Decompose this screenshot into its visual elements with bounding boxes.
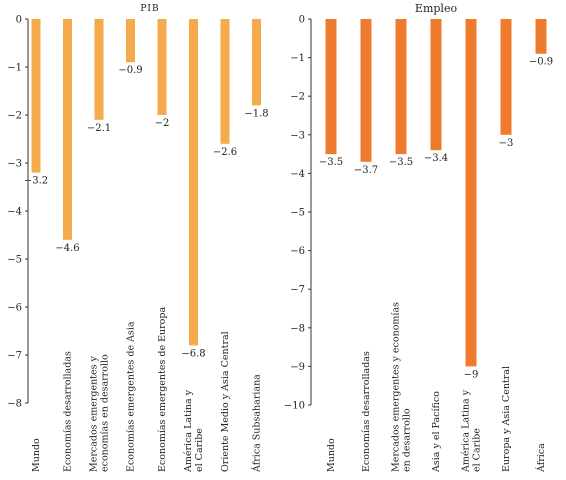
category-label-line: Oriente Medio y Asia Central bbox=[220, 331, 231, 472]
category-label-line: economías en desarrollo bbox=[100, 354, 111, 472]
data-label: −2 bbox=[155, 118, 170, 129]
data-label: −3.5 bbox=[389, 157, 413, 168]
category-label-line: Europa y Asia Central bbox=[501, 366, 512, 472]
bar bbox=[31, 19, 41, 173]
bar bbox=[535, 19, 547, 54]
bar bbox=[360, 19, 372, 162]
y-tick-label: −6 bbox=[7, 303, 22, 314]
category-label-line: en desarrollo bbox=[402, 408, 413, 472]
category-label: Mercados emergentes y economíasen desarr… bbox=[391, 302, 413, 472]
y-tick-label: −5 bbox=[290, 208, 305, 219]
category-label: Mundo bbox=[31, 438, 42, 472]
y-tick-label: −4 bbox=[290, 169, 305, 180]
empleo-y-axis: 0 −1 −2 −3 −4 −5 −6 −7 −8 −9 −10 bbox=[284, 15, 312, 412]
bar bbox=[126, 19, 135, 63]
pib-chart-title: PIB bbox=[140, 4, 159, 14]
category-label: Europa y Asia Central bbox=[501, 366, 512, 472]
bar bbox=[220, 19, 230, 144]
y-tick-label: −1 bbox=[290, 53, 305, 64]
category-label-line: América Latina y bbox=[461, 389, 472, 473]
category-label: América Latina yel Caribe bbox=[183, 389, 205, 473]
empleo-chart-title: Empleo bbox=[415, 2, 458, 15]
y-tick-label: −4 bbox=[7, 207, 22, 218]
category-label: África Subsahariana bbox=[251, 374, 263, 473]
pib-data-labels: −3.2 −4.6 −2.1 −0.9 −2 −6.8 −2.6 −1.8 bbox=[24, 65, 269, 359]
pib-chart: PIB 0 −1 −2 −3 −4 −5 −6 −7 −8 −3.2 −4.6 −2.1 −0.9 −2… bbox=[7, 4, 269, 473]
empleo-data-labels: −3.5 −3.7 −3.5 −3.4 −9 −3 −0.9 bbox=[319, 57, 553, 381]
category-label: Mundo bbox=[326, 438, 337, 472]
bar bbox=[157, 19, 167, 115]
category-label: América Latina yel Caribe bbox=[461, 389, 483, 473]
category-label-line: Mercados emergentes y economías bbox=[391, 302, 402, 472]
pib-category-labels: Mundo Economías desarrolladas Mercados eme… bbox=[31, 307, 263, 473]
category-label: África bbox=[535, 443, 547, 473]
y-tick-label: −10 bbox=[284, 401, 305, 412]
category-label: Mercados emergentes yeconomías en desarr… bbox=[89, 354, 111, 472]
y-tick-label: −3 bbox=[7, 159, 22, 170]
y-tick-label: −7 bbox=[7, 351, 22, 362]
data-label: −3.2 bbox=[24, 176, 48, 187]
y-tick-label: 0 bbox=[16, 15, 22, 26]
pib-bars bbox=[31, 19, 261, 346]
data-label: −3.5 bbox=[319, 157, 343, 168]
bar bbox=[430, 19, 442, 151]
data-label: −0.9 bbox=[118, 65, 142, 76]
category-label-line: Mercados emergentes y bbox=[89, 355, 100, 472]
data-label: −0.9 bbox=[529, 57, 553, 68]
category-label-line: el Caribe bbox=[472, 428, 483, 472]
category-label-line: Economías emergentes de Asia bbox=[126, 321, 137, 472]
y-tick-label: −3 bbox=[290, 130, 305, 141]
y-tick-label: −9 bbox=[290, 362, 305, 373]
bar bbox=[63, 19, 72, 240]
data-label: −3.7 bbox=[354, 165, 378, 176]
bar bbox=[500, 19, 512, 135]
category-label-line: Economías emergentes de Europa bbox=[157, 307, 168, 472]
data-label: −3.4 bbox=[424, 153, 448, 164]
category-label-line: África bbox=[535, 443, 547, 473]
y-tick-label: −1 bbox=[7, 63, 22, 74]
empleo-category-labels: Mundo Economías desarrolladas Mercados eme… bbox=[326, 302, 547, 473]
data-label: −1.8 bbox=[244, 108, 268, 119]
category-label-line: el Caribe bbox=[194, 428, 205, 472]
data-label: −9 bbox=[464, 369, 479, 380]
category-label: Economías emergentes de Europa bbox=[157, 307, 168, 472]
y-tick-label: −2 bbox=[7, 111, 22, 122]
y-tick-label: −8 bbox=[290, 323, 305, 334]
category-label-line: Mundo bbox=[31, 438, 42, 472]
y-tick-label: −2 bbox=[290, 92, 305, 103]
data-label: −2.1 bbox=[87, 123, 111, 134]
data-label: −3 bbox=[499, 138, 514, 149]
category-label: Oriente Medio y Asia Central bbox=[220, 331, 231, 472]
y-tick-label: −6 bbox=[290, 246, 305, 257]
data-label: −6.8 bbox=[181, 348, 205, 359]
category-label-line: Economías desarrolladas bbox=[63, 351, 74, 472]
category-label: Economías desarrolladas bbox=[361, 351, 372, 472]
y-tick-label: −7 bbox=[290, 285, 305, 296]
data-label: −4.6 bbox=[55, 243, 79, 254]
bar bbox=[189, 19, 198, 346]
bar bbox=[325, 19, 337, 155]
bar bbox=[94, 19, 104, 120]
y-tick-label: −8 bbox=[7, 399, 22, 410]
empleo-bars bbox=[325, 19, 547, 367]
category-label: Economías desarrolladas bbox=[63, 351, 74, 472]
category-label: Economías emergentes de Asia bbox=[126, 321, 137, 472]
pib-y-axis: 0 −1 −2 −3 −4 −5 −6 −7 −8 bbox=[7, 15, 29, 410]
category-label-line: África Subsahariana bbox=[251, 374, 263, 473]
category-label-line: Economías desarrolladas bbox=[361, 351, 372, 472]
category-label: Asia y el Pacífico bbox=[431, 391, 442, 473]
y-tick-label: 0 bbox=[299, 15, 305, 26]
empleo-chart: Empleo 0−1−2−3−4−5−6−7−8−9−10 −3.5−3.7−3… bbox=[284, 2, 553, 473]
data-label: −2.6 bbox=[213, 147, 237, 158]
bar bbox=[465, 19, 477, 367]
category-label-line: Asia y el Pacífico bbox=[431, 391, 442, 473]
bar bbox=[395, 19, 407, 155]
y-tick-label: −5 bbox=[7, 255, 22, 266]
category-label-line: América Latina y bbox=[183, 389, 194, 473]
bar bbox=[252, 19, 261, 106]
category-label-line: Mundo bbox=[326, 438, 337, 472]
